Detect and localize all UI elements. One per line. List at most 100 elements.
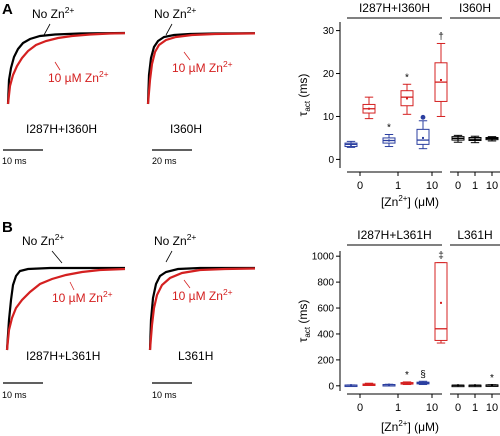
box-open	[400, 83, 414, 115]
significance-mark: †	[438, 31, 444, 42]
mean-marker	[474, 138, 476, 141]
y-tick-label: 20	[323, 69, 335, 80]
x-label-sup: 2+	[398, 419, 407, 428]
y-label-main: τ	[296, 111, 310, 116]
y-tick-label: 400	[317, 329, 334, 340]
box-closed	[382, 383, 396, 387]
x-label-post: ] (μM)	[407, 195, 439, 209]
box-closed	[344, 384, 358, 388]
significance-mark: *	[387, 123, 391, 134]
x-tick-label: 0	[357, 402, 363, 414]
zinc-trace	[5, 267, 126, 351]
trace-plot-a1: No Zn2+ 10 µM Zn2+ I287H+I360H 10 ms	[2, 5, 126, 166]
y-label-unit: (ms)	[296, 300, 310, 327]
control-trace	[6, 31, 126, 105]
box-neutral	[451, 384, 465, 388]
box-neutral	[468, 384, 482, 388]
mean-marker	[350, 384, 352, 387]
box-closed	[416, 380, 430, 386]
significance-mark: *	[405, 72, 409, 83]
x-axis-label: [Zn2+] (μM)	[381, 194, 439, 209]
significance-mark: *	[405, 370, 409, 381]
x-label-post: ] (μM)	[407, 420, 439, 434]
x-label-pre: [Zn	[381, 195, 398, 209]
scale-bar-label: 10 ms	[2, 156, 27, 166]
arrow-line	[165, 23, 173, 36]
mean-marker	[388, 383, 390, 386]
arrow-line	[69, 281, 75, 291]
arrow-line	[165, 250, 173, 263]
box-neutral	[485, 136, 499, 142]
x-tick-label: 1	[395, 402, 401, 414]
mean-marker	[368, 383, 370, 386]
mean-marker	[440, 301, 442, 304]
x-tick-label: 0	[357, 180, 363, 192]
mean-marker	[491, 384, 493, 387]
x-tick-label: 10	[486, 180, 498, 192]
y-tick-label: 200	[317, 355, 334, 366]
box-neutral	[485, 384, 499, 387]
x-label-sup: 2+	[398, 194, 407, 203]
group-title: I287H+L361H	[357, 228, 431, 242]
zn-label: 10 µM Zn2+	[172, 287, 233, 303]
arrow-line	[51, 250, 63, 264]
mean-marker	[406, 382, 408, 385]
mean-marker	[457, 137, 459, 140]
panel-letter-a: A	[2, 1, 13, 18]
y-axis-label: τact (ms)	[296, 74, 312, 117]
control-trace	[148, 266, 255, 351]
control-trace	[5, 266, 125, 351]
box-closed	[382, 134, 396, 148]
box-open	[362, 96, 376, 120]
group-title: L361H	[457, 228, 492, 242]
x-tick-label: 10	[426, 180, 438, 192]
x-tick-label: 1	[395, 180, 401, 192]
trace-plot-a2: No Zn2+ 10 µM Zn2+ I360H 20 ms	[146, 5, 256, 166]
construct-label: I360H	[170, 122, 202, 136]
mean-marker	[422, 381, 424, 384]
mean-marker	[474, 384, 476, 387]
zn-label: 10 µM Zn2+	[52, 289, 113, 305]
y-tick-label: 1000	[312, 252, 335, 263]
y-tick-label: 600	[317, 304, 334, 315]
box-open	[434, 42, 448, 117]
no-zn-label: No Zn2+	[154, 5, 196, 21]
x-tick-label: 1	[472, 402, 478, 414]
significance-mark: §	[420, 369, 426, 380]
y-tick-label: 10	[323, 112, 335, 123]
outlier-point	[420, 114, 426, 120]
iqr-box	[416, 128, 430, 145]
mean-marker	[491, 137, 493, 140]
construct-label: I287H+I360H	[26, 122, 97, 136]
no-zn-label: No Zn2+	[154, 232, 196, 248]
mean-marker	[406, 97, 408, 100]
x-tick-label: 1	[472, 180, 478, 192]
x-label-pre: [Zn	[381, 420, 398, 434]
group-title: I287H+I360H	[359, 1, 430, 15]
trace-plot-b2: No Zn2+ 10 µM Zn2+ L361H 10 ms	[148, 232, 256, 400]
zinc-trace	[146, 32, 256, 105]
arrow-line	[54, 61, 61, 71]
mean-marker	[422, 136, 424, 139]
y-tick-label: 30	[323, 26, 335, 37]
x-tick-label: 10	[486, 402, 498, 414]
scale-bar-label: 10 ms	[152, 390, 177, 400]
iqr-box	[434, 262, 448, 341]
zinc-trace	[148, 267, 256, 351]
mean-marker	[350, 143, 352, 146]
box-closed	[416, 114, 430, 150]
construct-label: I287H+L361H	[26, 349, 100, 363]
y-tick-label: 800	[317, 278, 334, 289]
y-tick-label: 0	[328, 155, 334, 166]
box-open	[362, 382, 376, 386]
box-neutral	[468, 135, 482, 144]
y-label-unit: (ms)	[296, 74, 310, 101]
mean-marker	[388, 139, 390, 142]
arrow-line	[43, 23, 51, 36]
no-zn-label: No Zn2+	[22, 232, 64, 248]
box-open	[400, 381, 414, 386]
group-title: I360H	[459, 1, 491, 15]
